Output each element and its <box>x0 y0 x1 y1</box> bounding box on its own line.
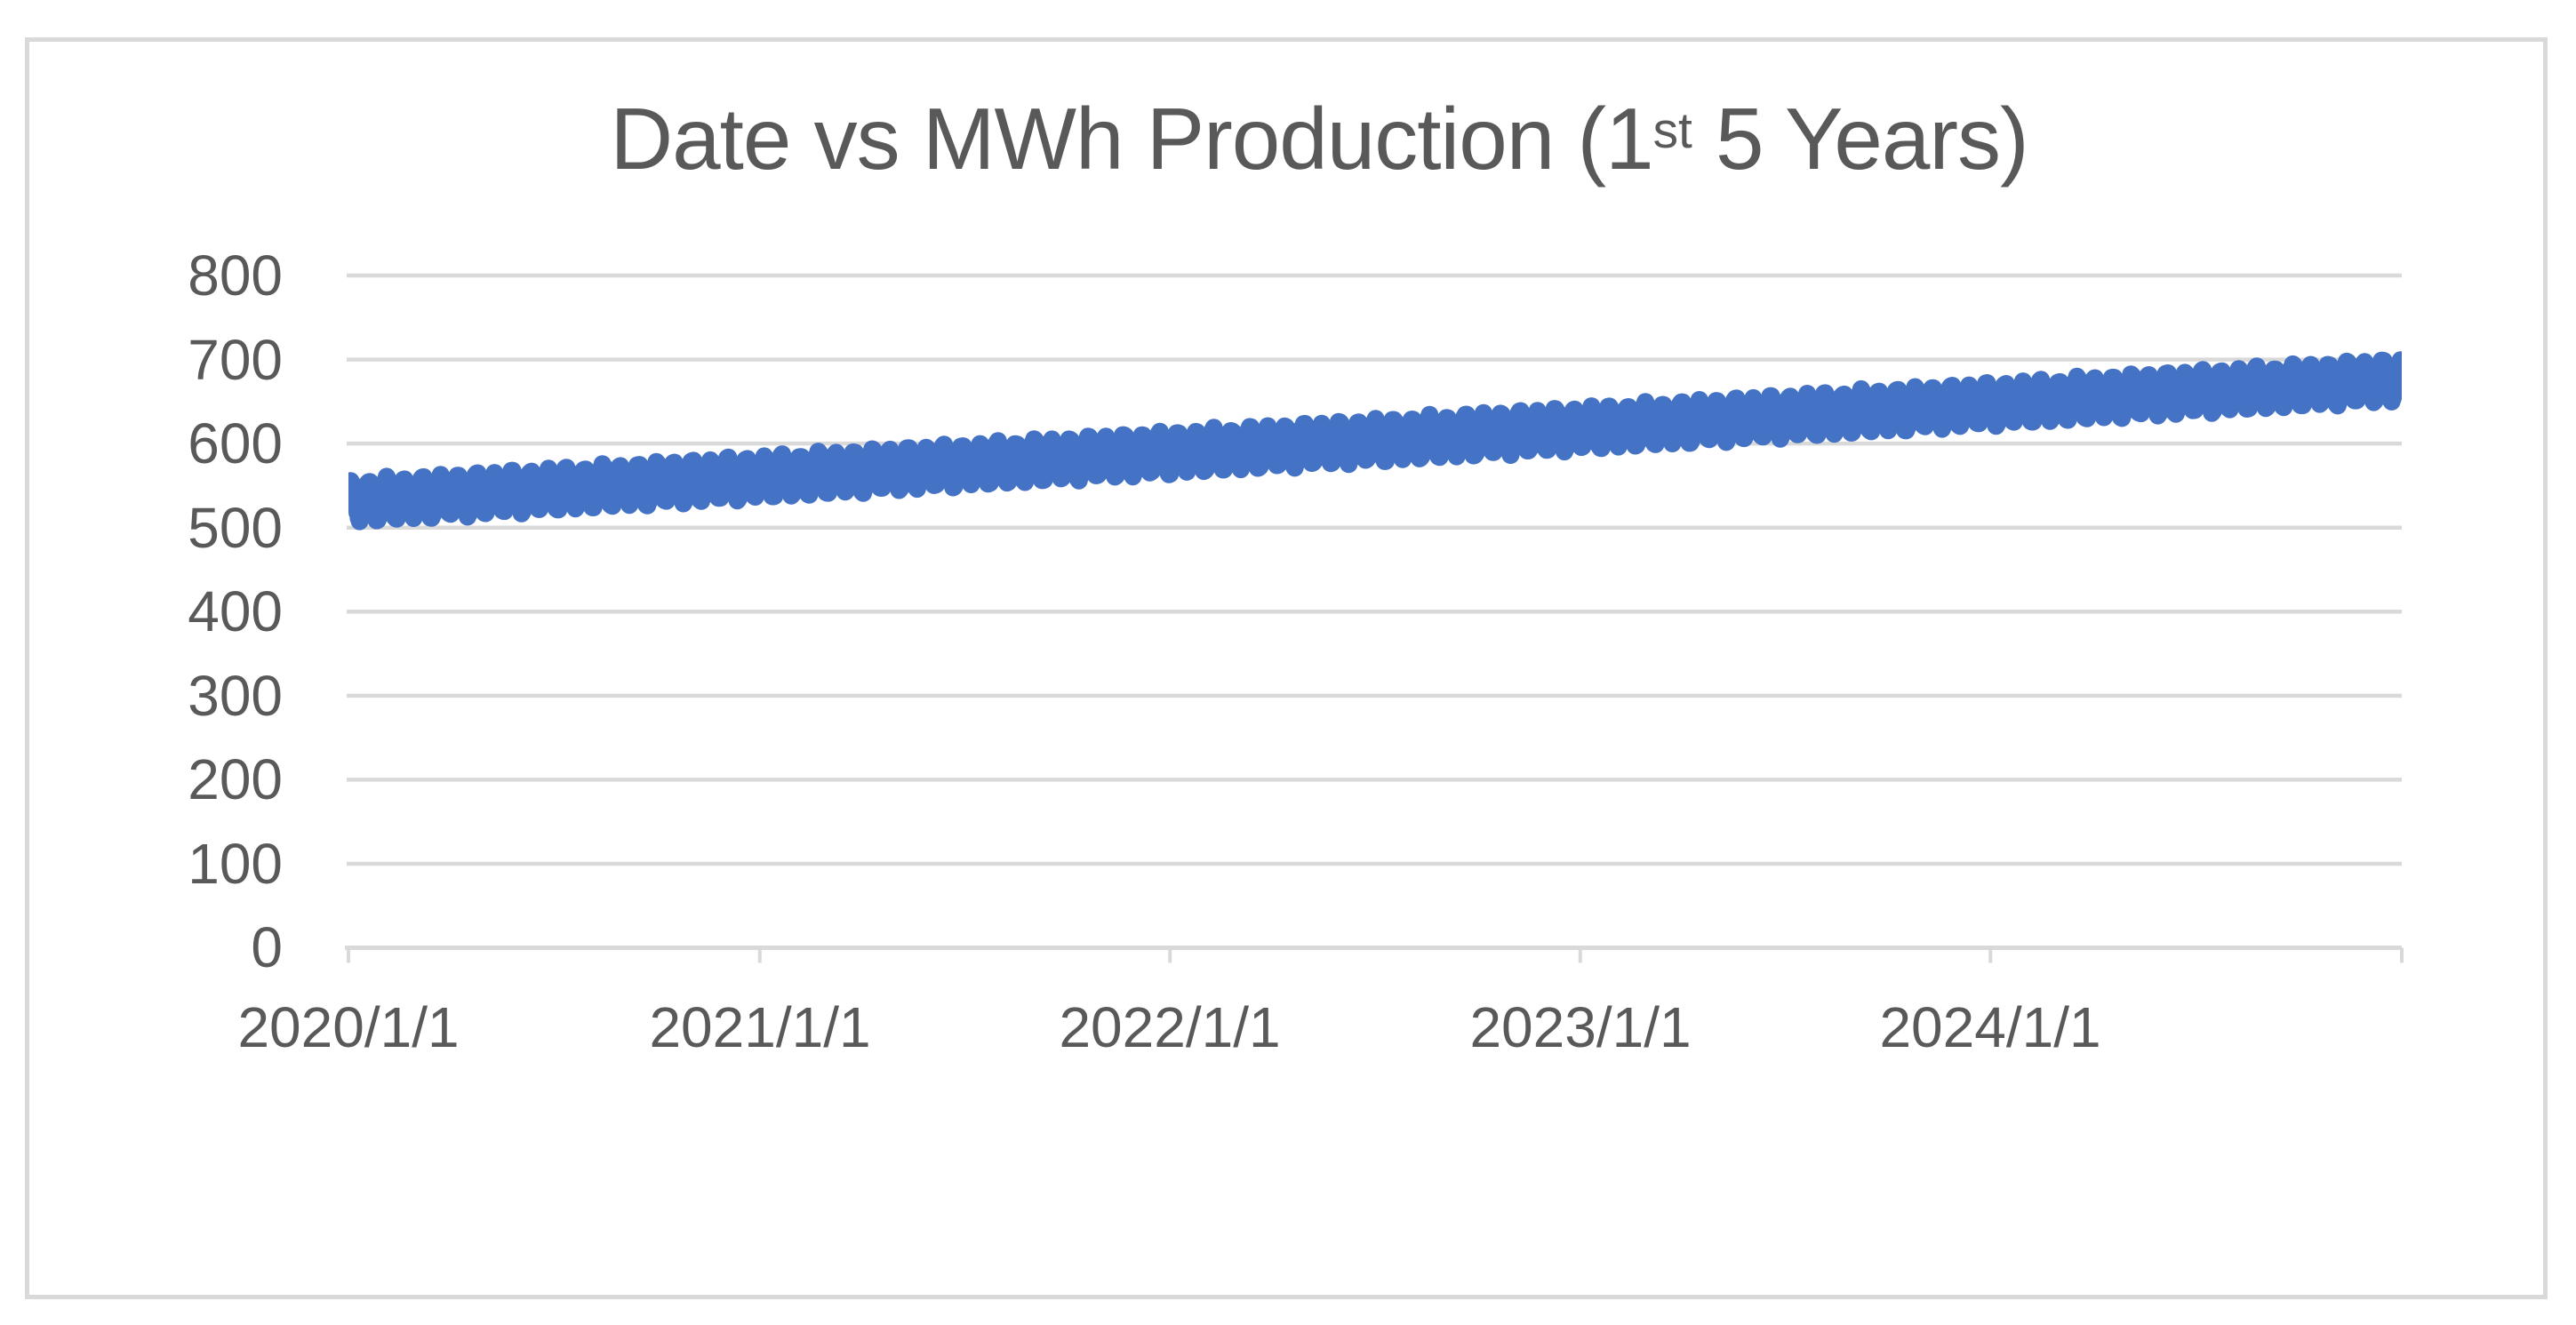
y-axis-label-400: 400 <box>188 579 283 643</box>
y-axis-label-500: 500 <box>188 496 283 560</box>
y-axis-label-0: 0 <box>251 915 283 979</box>
x-axis-tick-marks <box>347 947 2404 963</box>
mwh-production-scatter-series <box>348 351 2402 531</box>
chart-title-suffix: 5 Years) <box>1692 90 2029 188</box>
x-axis-label-2024: 2024/1/1 <box>1879 995 2101 1059</box>
y-axis-label-200: 200 <box>188 747 283 811</box>
y-axis-label-700: 700 <box>188 328 283 392</box>
y-axis-label-600: 600 <box>188 411 283 475</box>
y-axis-label-300: 300 <box>188 664 283 728</box>
y-axis-label-100: 100 <box>188 832 283 896</box>
x-axis-label-2023: 2023/1/1 <box>1469 995 1692 1059</box>
x-axis-label-2022: 2022/1/1 <box>1059 995 1281 1059</box>
chart-title-prefix: Date vs MWh Production (1 <box>610 90 1653 188</box>
chart-border-frame <box>25 37 2548 1299</box>
y-axis-label-800: 800 <box>188 243 283 307</box>
chart-title-superscript: st <box>1652 103 1692 160</box>
horizontal-gridlines <box>347 273 2402 866</box>
chart-title: Date vs MWh Production (1st 5 Years) <box>0 89 2576 189</box>
x-axis-label-2021: 2021/1/1 <box>649 995 871 1059</box>
x-axis-label-2020: 2020/1/1 <box>237 995 460 1059</box>
